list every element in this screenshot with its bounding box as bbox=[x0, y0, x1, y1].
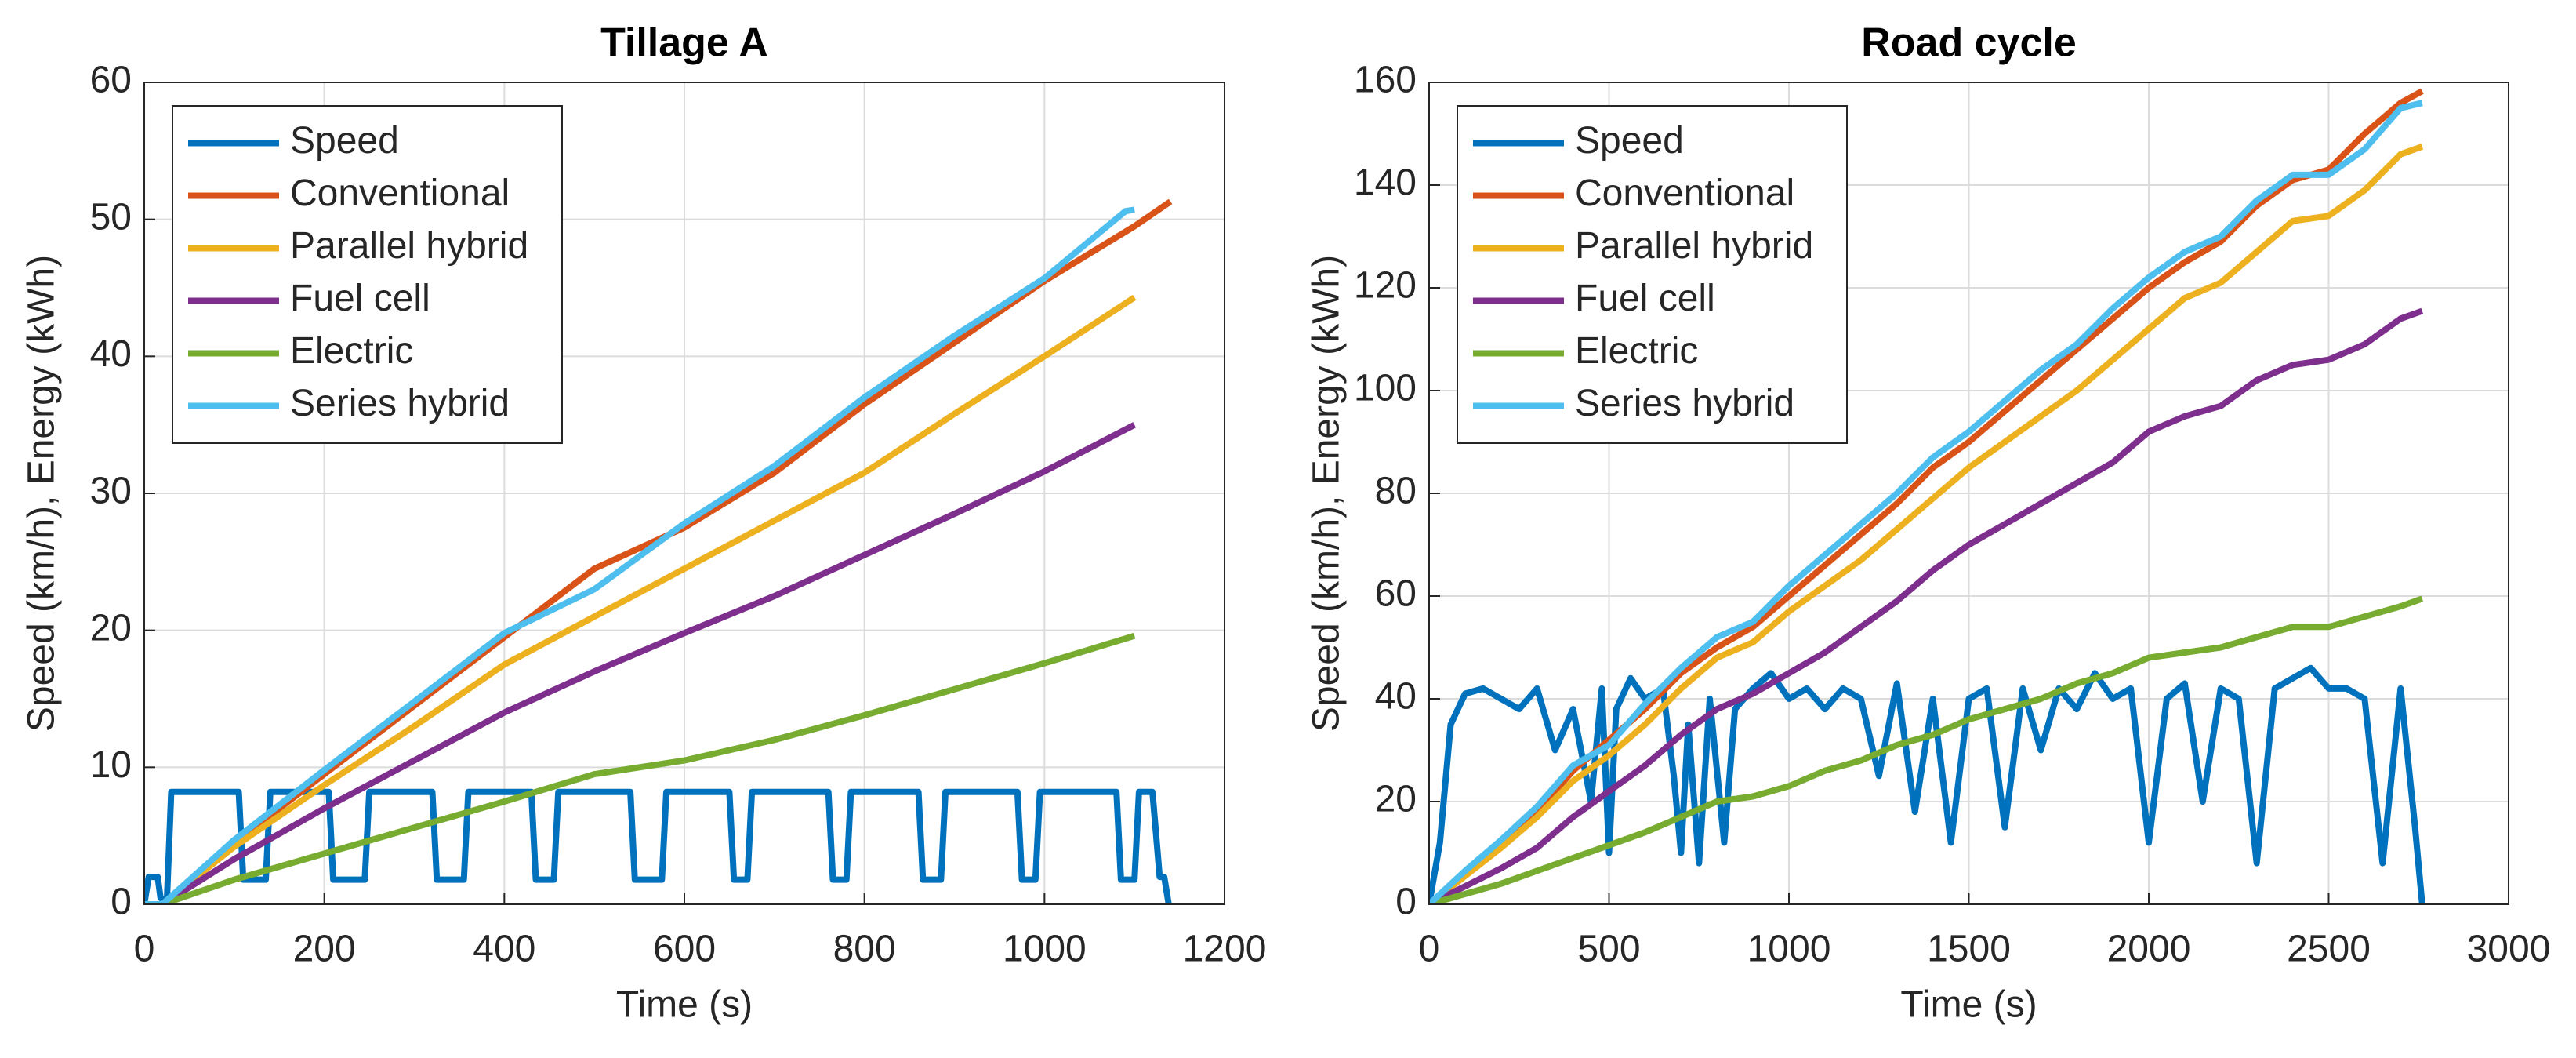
y-tick-label: 50 bbox=[90, 196, 132, 238]
legend-box bbox=[1457, 105, 1848, 444]
y-tick-label: 140 bbox=[1354, 162, 1417, 204]
legend-label: Parallel hybrid bbox=[290, 225, 528, 267]
legend-label: Electric bbox=[1575, 330, 1698, 372]
axes-box bbox=[1428, 82, 2509, 905]
y-axis-label: Speed (km/h), Energy (kWh) bbox=[21, 255, 63, 732]
line-series bbox=[1429, 595, 2424, 904]
y-tick-label: 80 bbox=[1375, 471, 1417, 512]
legend-label: Fuel cell bbox=[1575, 278, 1715, 319]
y-tick-label: 40 bbox=[90, 333, 132, 375]
legend-label: Electric bbox=[290, 330, 413, 372]
y-tick-label: 100 bbox=[1354, 368, 1417, 409]
y-tick-label: 0 bbox=[111, 882, 132, 923]
y-tick-label: 20 bbox=[1375, 779, 1417, 820]
y-tick-label: 20 bbox=[90, 607, 132, 649]
x-tick-label: 1000 bbox=[1003, 929, 1087, 970]
x-tick-label: 0 bbox=[1419, 929, 1440, 970]
legend-label: Parallel hybrid bbox=[1575, 225, 1813, 267]
y-tick-label: 60 bbox=[90, 60, 132, 101]
legend-box bbox=[172, 105, 563, 444]
x-tick-label: 500 bbox=[1577, 929, 1640, 970]
y-tick-label: 40 bbox=[1375, 676, 1417, 718]
y-tick-label: 0 bbox=[1395, 882, 1417, 923]
line-series bbox=[144, 422, 1137, 904]
x-tick-label: 800 bbox=[833, 929, 896, 970]
axes-box bbox=[143, 82, 1225, 905]
line-series bbox=[144, 632, 1136, 904]
line-series bbox=[1429, 100, 2423, 904]
line-series bbox=[144, 788, 1172, 904]
chart-title: Tillage A bbox=[600, 20, 768, 66]
y-tick-label: 160 bbox=[1354, 60, 1417, 101]
x-tick-label: 3000 bbox=[2467, 929, 2551, 970]
y-tick-label: 30 bbox=[90, 471, 132, 512]
x-tick-label: 400 bbox=[473, 929, 535, 970]
legend-label: Speed bbox=[290, 120, 399, 162]
legend-label: Speed bbox=[1575, 120, 1684, 162]
x-axis-label: Time (s) bbox=[616, 984, 753, 1026]
legend-label: Series hybrid bbox=[290, 383, 510, 424]
line-series bbox=[144, 206, 1135, 904]
y-tick-label: 60 bbox=[1375, 573, 1417, 615]
line-series bbox=[144, 294, 1137, 904]
chart: 0 500 1000 1500 2000 2500 3000 0 20 40 60 80 100 120 1… bbox=[1306, 20, 2551, 1026]
x-tick-label: 600 bbox=[653, 929, 716, 970]
x-tick-label: 2000 bbox=[2107, 929, 2191, 970]
legend-label: Conventional bbox=[290, 173, 510, 214]
chart-title: Road cycle bbox=[1861, 20, 2077, 66]
x-tick-label: 1500 bbox=[1927, 929, 2011, 970]
y-axis-label: Speed (km/h), Energy (kWh) bbox=[1306, 255, 1348, 732]
x-tick-label: 2500 bbox=[2287, 929, 2371, 970]
line-series bbox=[1429, 144, 2424, 904]
legend-label: Fuel cell bbox=[290, 278, 430, 319]
x-tick-label: 1200 bbox=[1183, 929, 1267, 970]
x-tick-label: 0 bbox=[134, 929, 155, 970]
x-axis-label: Time (s) bbox=[1900, 984, 2037, 1026]
legend-label: Series hybrid bbox=[1575, 383, 1794, 424]
y-tick-label: 120 bbox=[1354, 265, 1417, 307]
x-tick-label: 1000 bbox=[1747, 929, 1831, 970]
chart: 0 200 400 600 800 1000 1200 0 10 20 30 40 50 60 Tillag… bbox=[21, 20, 1267, 1026]
y-tick-label: 10 bbox=[90, 744, 132, 786]
x-tick-label: 200 bbox=[293, 929, 356, 970]
line-series bbox=[1429, 307, 2424, 904]
legend-label: Conventional bbox=[1575, 173, 1794, 214]
